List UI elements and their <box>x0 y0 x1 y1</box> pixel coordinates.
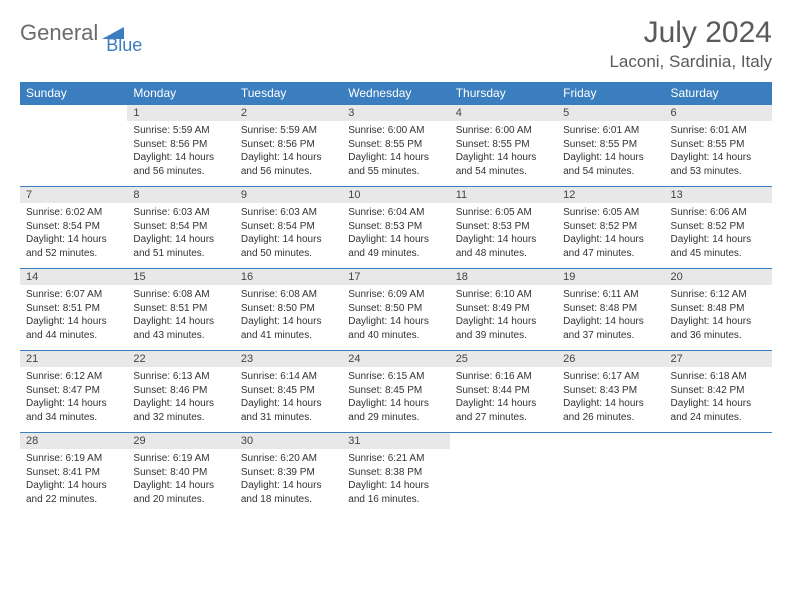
logo-text-blue: Blue <box>106 35 142 56</box>
day-detail-cell <box>450 449 557 514</box>
day-detail-row: Sunrise: 5:59 AMSunset: 8:56 PMDaylight:… <box>20 121 772 187</box>
day-detail-row: Sunrise: 6:07 AMSunset: 8:51 PMDaylight:… <box>20 285 772 351</box>
day-detail-cell: Sunrise: 6:15 AMSunset: 8:45 PMDaylight:… <box>342 367 449 433</box>
day-detail-cell: Sunrise: 6:03 AMSunset: 8:54 PMDaylight:… <box>127 203 234 269</box>
day-detail-cell: Sunrise: 6:10 AMSunset: 8:49 PMDaylight:… <box>450 285 557 351</box>
day-number-row: 28293031 <box>20 433 772 450</box>
title-block: July 2024 Laconi, Sardinia, Italy <box>609 16 772 72</box>
day-detail-cell: Sunrise: 6:14 AMSunset: 8:45 PMDaylight:… <box>235 367 342 433</box>
day-detail-cell: Sunrise: 6:18 AMSunset: 8:42 PMDaylight:… <box>665 367 772 433</box>
calendar-body: 123456Sunrise: 5:59 AMSunset: 8:56 PMDay… <box>20 105 772 515</box>
day-number-cell: 20 <box>665 269 772 286</box>
day-number-cell: 26 <box>557 351 664 368</box>
weekday-header-row: Sunday Monday Tuesday Wednesday Thursday… <box>20 82 772 105</box>
day-detail-cell: Sunrise: 6:16 AMSunset: 8:44 PMDaylight:… <box>450 367 557 433</box>
day-number-cell: 31 <box>342 433 449 450</box>
day-number-cell: 7 <box>20 187 127 204</box>
day-detail-cell: Sunrise: 5:59 AMSunset: 8:56 PMDaylight:… <box>235 121 342 187</box>
day-number-cell: 17 <box>342 269 449 286</box>
day-number-cell: 1 <box>127 105 234 122</box>
calendar-table: Sunday Monday Tuesday Wednesday Thursday… <box>20 82 772 514</box>
weekday-header: Tuesday <box>235 82 342 105</box>
day-number-cell <box>557 433 664 450</box>
day-number-cell: 2 <box>235 105 342 122</box>
day-detail-cell: Sunrise: 6:03 AMSunset: 8:54 PMDaylight:… <box>235 203 342 269</box>
day-detail-row: Sunrise: 6:12 AMSunset: 8:47 PMDaylight:… <box>20 367 772 433</box>
day-detail-cell: Sunrise: 6:05 AMSunset: 8:53 PMDaylight:… <box>450 203 557 269</box>
day-number-cell: 25 <box>450 351 557 368</box>
weekday-header: Friday <box>557 82 664 105</box>
header: General Blue July 2024 Laconi, Sardinia,… <box>20 16 772 72</box>
day-detail-cell: Sunrise: 6:13 AMSunset: 8:46 PMDaylight:… <box>127 367 234 433</box>
day-number-cell <box>450 433 557 450</box>
day-number-cell: 29 <box>127 433 234 450</box>
day-number-cell: 21 <box>20 351 127 368</box>
day-detail-cell: Sunrise: 6:01 AMSunset: 8:55 PMDaylight:… <box>665 121 772 187</box>
day-number-row: 21222324252627 <box>20 351 772 368</box>
day-detail-cell: Sunrise: 6:07 AMSunset: 8:51 PMDaylight:… <box>20 285 127 351</box>
day-number-cell: 14 <box>20 269 127 286</box>
day-detail-cell: Sunrise: 6:01 AMSunset: 8:55 PMDaylight:… <box>557 121 664 187</box>
day-detail-cell: Sunrise: 6:08 AMSunset: 8:51 PMDaylight:… <box>127 285 234 351</box>
day-number-cell: 9 <box>235 187 342 204</box>
day-detail-cell: Sunrise: 6:04 AMSunset: 8:53 PMDaylight:… <box>342 203 449 269</box>
day-detail-cell: Sunrise: 6:21 AMSunset: 8:38 PMDaylight:… <box>342 449 449 514</box>
day-number-cell: 27 <box>665 351 772 368</box>
day-detail-cell: Sunrise: 6:20 AMSunset: 8:39 PMDaylight:… <box>235 449 342 514</box>
day-detail-cell <box>20 121 127 187</box>
day-number-cell: 4 <box>450 105 557 122</box>
day-number-cell: 22 <box>127 351 234 368</box>
day-number-cell: 24 <box>342 351 449 368</box>
day-detail-row: Sunrise: 6:19 AMSunset: 8:41 PMDaylight:… <box>20 449 772 514</box>
day-number-cell: 15 <box>127 269 234 286</box>
day-detail-cell: Sunrise: 6:11 AMSunset: 8:48 PMDaylight:… <box>557 285 664 351</box>
day-number-cell: 8 <box>127 187 234 204</box>
day-number-cell: 12 <box>557 187 664 204</box>
day-number-cell: 19 <box>557 269 664 286</box>
weekday-header: Wednesday <box>342 82 449 105</box>
location-text: Laconi, Sardinia, Italy <box>609 52 772 72</box>
weekday-header: Monday <box>127 82 234 105</box>
day-number-cell: 11 <box>450 187 557 204</box>
day-detail-cell: Sunrise: 6:06 AMSunset: 8:52 PMDaylight:… <box>665 203 772 269</box>
day-detail-cell: Sunrise: 6:12 AMSunset: 8:48 PMDaylight:… <box>665 285 772 351</box>
day-detail-cell: Sunrise: 6:12 AMSunset: 8:47 PMDaylight:… <box>20 367 127 433</box>
day-detail-cell: Sunrise: 6:08 AMSunset: 8:50 PMDaylight:… <box>235 285 342 351</box>
day-number-cell: 13 <box>665 187 772 204</box>
day-detail-cell: Sunrise: 6:00 AMSunset: 8:55 PMDaylight:… <box>342 121 449 187</box>
day-number-row: 123456 <box>20 105 772 122</box>
day-number-cell: 30 <box>235 433 342 450</box>
day-number-cell: 28 <box>20 433 127 450</box>
day-detail-cell: Sunrise: 6:17 AMSunset: 8:43 PMDaylight:… <box>557 367 664 433</box>
logo: General Blue <box>20 16 162 46</box>
day-number-cell: 3 <box>342 105 449 122</box>
day-number-cell: 18 <box>450 269 557 286</box>
day-number-cell: 6 <box>665 105 772 122</box>
weekday-header: Sunday <box>20 82 127 105</box>
day-detail-cell: Sunrise: 6:19 AMSunset: 8:40 PMDaylight:… <box>127 449 234 514</box>
day-number-row: 78910111213 <box>20 187 772 204</box>
day-detail-cell: Sunrise: 5:59 AMSunset: 8:56 PMDaylight:… <box>127 121 234 187</box>
day-number-cell: 23 <box>235 351 342 368</box>
day-number-cell <box>665 433 772 450</box>
day-detail-cell: Sunrise: 6:19 AMSunset: 8:41 PMDaylight:… <box>20 449 127 514</box>
day-number-cell <box>20 105 127 122</box>
day-number-cell: 5 <box>557 105 664 122</box>
day-number-cell: 16 <box>235 269 342 286</box>
logo-text-gray: General <box>20 20 98 46</box>
day-detail-cell: Sunrise: 6:05 AMSunset: 8:52 PMDaylight:… <box>557 203 664 269</box>
weekday-header: Thursday <box>450 82 557 105</box>
day-detail-cell: Sunrise: 6:02 AMSunset: 8:54 PMDaylight:… <box>20 203 127 269</box>
day-number-row: 14151617181920 <box>20 269 772 286</box>
page-title: July 2024 <box>609 16 772 50</box>
day-detail-cell: Sunrise: 6:09 AMSunset: 8:50 PMDaylight:… <box>342 285 449 351</box>
day-detail-cell <box>665 449 772 514</box>
day-detail-row: Sunrise: 6:02 AMSunset: 8:54 PMDaylight:… <box>20 203 772 269</box>
day-detail-cell: Sunrise: 6:00 AMSunset: 8:55 PMDaylight:… <box>450 121 557 187</box>
weekday-header: Saturday <box>665 82 772 105</box>
day-number-cell: 10 <box>342 187 449 204</box>
day-detail-cell <box>557 449 664 514</box>
